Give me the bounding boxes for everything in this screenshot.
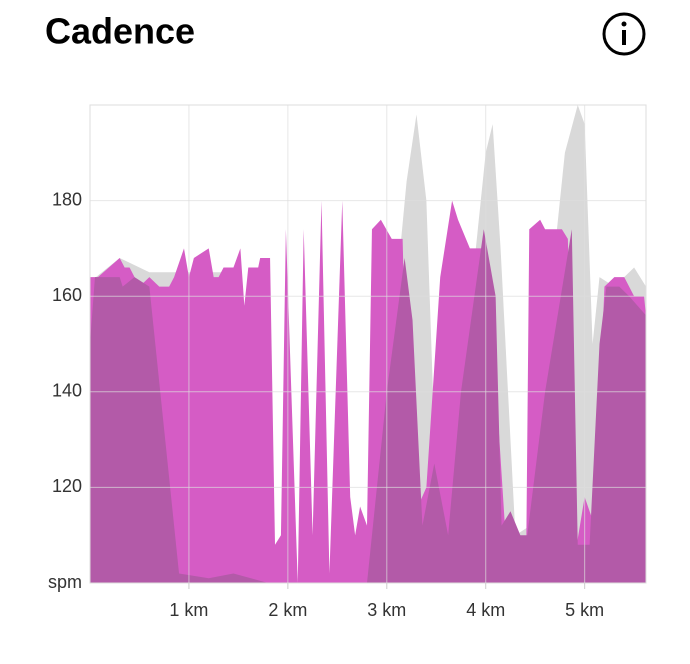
- x-tick-label: 5 km: [565, 600, 604, 620]
- plot-frame: [89, 104, 647, 584]
- x-tick-label: 3 km: [367, 600, 406, 620]
- chart-title: Cadence: [45, 11, 195, 52]
- y-tick-label: 120: [52, 476, 82, 496]
- y-tick-label: 140: [52, 381, 82, 401]
- x-tick-label: 2 km: [268, 600, 307, 620]
- y-tick-label: spm: [48, 572, 82, 592]
- info-button[interactable]: [602, 12, 646, 56]
- info-icon-dot[interactable]: [621, 21, 627, 27]
- y-tick-label: 180: [52, 189, 82, 209]
- x-tick-label: 4 km: [466, 600, 505, 620]
- info-icon-stem[interactable]: [622, 30, 626, 45]
- y-tick-label: 160: [52, 285, 82, 305]
- info-icon-ring[interactable]: [602, 12, 646, 56]
- cadence-area: [90, 229, 646, 583]
- x-tick-label: 1 km: [169, 600, 208, 620]
